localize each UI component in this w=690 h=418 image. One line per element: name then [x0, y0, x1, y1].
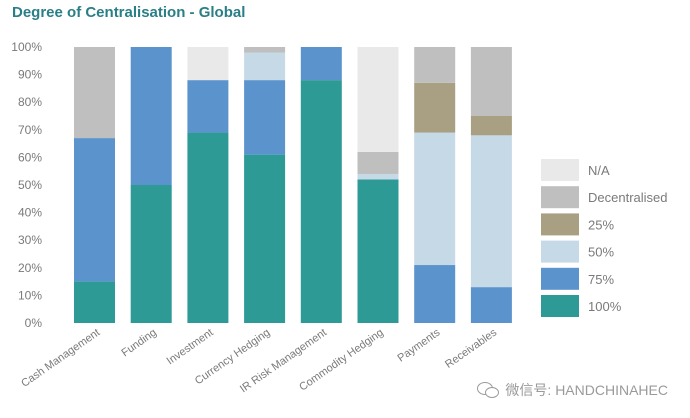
- bar-segment-funding-75: [130, 47, 172, 185]
- legend-label: 75%: [588, 272, 614, 287]
- wechat-icon: [477, 382, 500, 398]
- legend: N/A Decentralised 25% 50% 75% 100%: [541, 159, 668, 317]
- y-tick-label: 100%: [11, 40, 42, 54]
- x-tick-label: Investment: [165, 327, 216, 368]
- bar-segment-ir-risk-management-100: [300, 80, 342, 324]
- bar-segment-receivables-25: [470, 116, 512, 136]
- bar-segment-currency-hedging-decentralised: [244, 47, 286, 53]
- y-tick-label: 70%: [18, 123, 42, 137]
- bar-segment-investment-75: [187, 80, 229, 133]
- y-axis: 0% 10% 20% 30% 40% 50% 60% 70% 80% 90% 100%: [11, 40, 42, 330]
- bar-segment-receivables-decentralised: [470, 47, 512, 116]
- bar-segment-receivables-50: [470, 135, 512, 288]
- y-tick-label: 90%: [18, 68, 42, 82]
- bars: [74, 47, 512, 324]
- legend-label: Decentralised: [588, 190, 668, 205]
- bar-segment-cash-management-decentralised: [74, 47, 115, 139]
- y-tick-label: 40%: [18, 206, 42, 220]
- legend-label: 50%: [588, 245, 614, 260]
- legend-swatch-50: [541, 240, 579, 263]
- y-tick-label: 10%: [18, 288, 42, 302]
- bar-segment-commodity-hedging-decentralised: [357, 151, 399, 174]
- bar-segment-currency-hedging-100: [244, 154, 286, 323]
- bar-segment-ir-risk-management-75: [300, 47, 342, 81]
- bar-segment-investment-n-a: [187, 47, 229, 81]
- bar-segment-payments-25: [414, 82, 456, 133]
- bar-segment-payments-decentralised: [414, 47, 456, 83]
- y-tick-label: 0%: [25, 316, 43, 330]
- bar-segment-payments-50: [414, 132, 456, 266]
- legend-swatch-decentralised: [541, 186, 579, 209]
- watermark-text: 微信号: HANDCHINAHEC: [505, 382, 668, 398]
- bar-segment-receivables-75: [470, 287, 512, 323]
- legend-label: 25%: [588, 217, 614, 232]
- legend-swatch-75: [541, 267, 579, 290]
- legend-swatch-n-a: [541, 159, 579, 181]
- bar-segment-currency-hedging-75: [244, 80, 286, 155]
- x-tick-label: Cash Management: [19, 327, 102, 390]
- legend-label: 100%: [588, 299, 622, 314]
- bar-segment-cash-management-100: [74, 281, 115, 323]
- y-tick-label: 30%: [18, 233, 42, 247]
- watermark: 微信号: HANDCHINAHEC: [477, 380, 668, 400]
- bar-segment-currency-hedging-50: [244, 52, 286, 81]
- bar-segment-cash-management-75: [74, 138, 115, 282]
- bar-segment-commodity-hedging-100: [357, 179, 399, 323]
- bar-segment-commodity-hedging-50: [357, 173, 399, 180]
- bar-segment-investment-100: [187, 132, 229, 323]
- y-tick-label: 60%: [18, 150, 42, 164]
- bar-segment-commodity-hedging-n-a: [357, 47, 399, 152]
- legend-swatch-25: [541, 213, 579, 236]
- chart-title: Degree of Centralisation - Global: [12, 4, 246, 21]
- bar-segment-payments-75: [414, 265, 456, 323]
- y-tick-label: 80%: [18, 95, 42, 109]
- y-tick-label: 20%: [18, 261, 42, 275]
- x-tick-label: Funding: [119, 327, 158, 360]
- x-tick-label: Receivables: [443, 326, 499, 370]
- x-axis: Cash Management Funding InvestmentCurrency…: [19, 326, 499, 395]
- legend-swatch-100: [541, 295, 579, 317]
- bar-segment-funding-100: [130, 185, 172, 323]
- y-tick-label: 50%: [18, 178, 42, 192]
- legend-label: N/A: [588, 163, 610, 178]
- x-tick-label: Payments: [395, 326, 442, 364]
